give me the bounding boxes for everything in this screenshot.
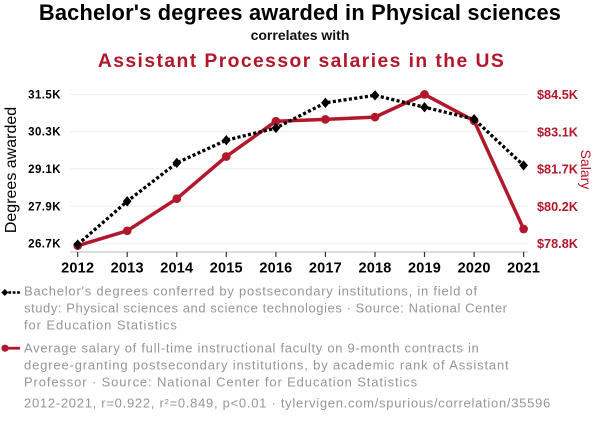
svg-text:26.7K: 26.7K (28, 239, 61, 251)
svg-text:2018: 2018 (358, 261, 391, 277)
svg-text:2015: 2015 (210, 261, 243, 277)
svg-text:2020: 2020 (458, 261, 491, 277)
svg-text:$78.8K: $78.8K (537, 237, 579, 251)
svg-text:2012-2021, r=0.922, r²=0.849,: 2012-2021, r=0.922, r²=0.849, p<0.01 · t… (24, 396, 551, 411)
svg-text:Assistant Processor salaries i: Assistant Processor salaries in the US (98, 51, 505, 72)
svg-text:degree-granting postsecondary: degree-granting postsecondary institutio… (24, 358, 510, 373)
svg-text:$81.7K: $81.7K (537, 163, 579, 177)
svg-text:29.1K: 29.1K (28, 164, 61, 176)
svg-text:2013: 2013 (111, 261, 144, 277)
svg-text:$80.2K: $80.2K (537, 200, 579, 214)
svg-text:$84.5K: $84.5K (537, 88, 579, 102)
svg-text:2012: 2012 (61, 261, 94, 277)
svg-text:correlates with: correlates with (251, 27, 350, 43)
svg-text:2014: 2014 (160, 261, 193, 277)
svg-text:study: Physical sciences and s: study: Physical sciences and science tec… (24, 301, 508, 316)
svg-text:Salary: Salary (578, 150, 594, 190)
svg-text:27.9K: 27.9K (28, 201, 61, 213)
svg-text:2017: 2017 (309, 261, 342, 277)
svg-text:Degrees awarded: Degrees awarded (3, 107, 20, 233)
svg-text:2019: 2019 (408, 261, 441, 277)
svg-text:2021: 2021 (507, 261, 540, 277)
svg-text:Average salary of full-time in: Average salary of full-time instructiona… (24, 341, 480, 356)
svg-text:Professor · Source: National C: Professor · Source: National Center for … (24, 375, 418, 390)
svg-text:2016: 2016 (259, 261, 292, 277)
svg-text:30.3K: 30.3K (28, 127, 61, 139)
svg-text:$83.1K: $83.1K (537, 125, 579, 139)
svg-text:31.5K: 31.5K (28, 89, 61, 101)
svg-text:for Education Statistics: for Education Statistics (24, 318, 178, 333)
svg-text:Bachelor's degrees conferred b: Bachelor's degrees conferred by postseco… (24, 284, 478, 299)
svg-text:Bachelor's degrees awarded in: Bachelor's degrees awarded in Physical s… (39, 0, 561, 25)
